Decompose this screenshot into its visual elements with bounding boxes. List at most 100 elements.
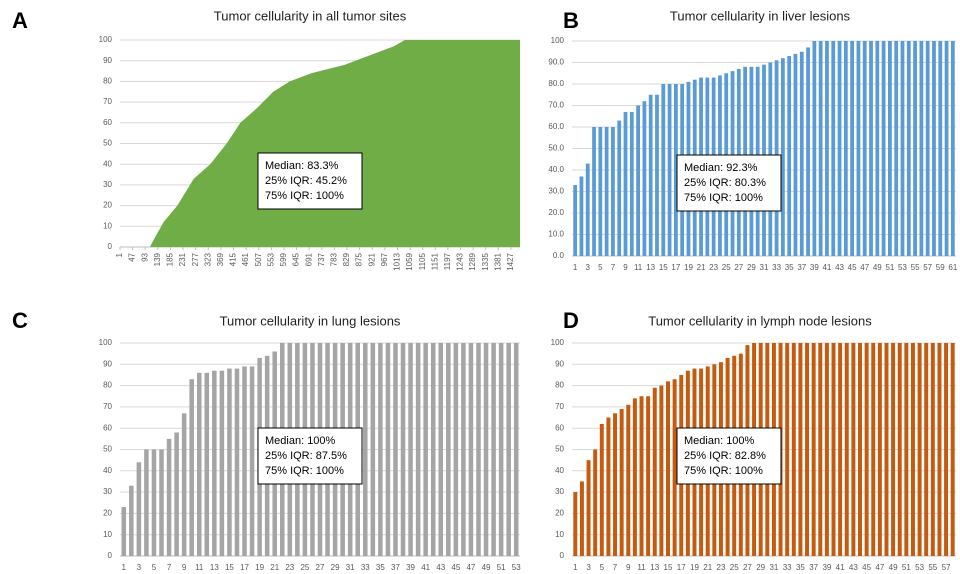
y-tick-label: 0 xyxy=(560,551,565,560)
x-tick-label: 37 xyxy=(809,563,818,572)
x-tick-label: 17 xyxy=(671,263,680,272)
x-tick-label: 39 xyxy=(822,563,831,572)
panel-letter: D xyxy=(563,308,579,333)
y-tick-label: 60.0 xyxy=(548,122,564,131)
x-tick-label: 7 xyxy=(613,563,618,572)
x-tick-label: 1243 xyxy=(456,252,465,270)
x-tick-label: 1105 xyxy=(418,252,427,270)
bar xyxy=(598,127,603,256)
bar xyxy=(910,343,915,556)
x-tick-label: 45 xyxy=(848,263,857,272)
bar xyxy=(400,343,406,556)
bar xyxy=(667,84,672,256)
bar xyxy=(888,41,892,256)
y-tick-label: 30.0 xyxy=(548,187,564,196)
chart-title: Tumor cellularity in lung lesions xyxy=(220,313,401,328)
bar xyxy=(938,41,943,256)
x-tick-label: 323 xyxy=(203,252,212,266)
bar xyxy=(937,343,942,556)
bar xyxy=(626,404,631,556)
bar xyxy=(121,507,127,556)
x-tick-label: 1013 xyxy=(393,252,402,270)
bar xyxy=(843,41,848,256)
bar xyxy=(506,343,511,556)
x-tick-label: 783 xyxy=(330,252,339,266)
y-tick-label: 50 xyxy=(555,445,564,454)
annotation-line: Median: 100% xyxy=(684,435,755,447)
x-tick-label: 37 xyxy=(391,563,400,572)
x-tick-label: 23 xyxy=(709,263,718,272)
y-tick-label: 60 xyxy=(555,423,564,432)
x-tick-label: 967 xyxy=(380,252,389,266)
y-tick-label: 10.0 xyxy=(548,230,564,239)
y-tick-label: 40 xyxy=(103,466,112,475)
bar xyxy=(806,47,810,257)
bar xyxy=(204,372,210,556)
y-tick-label: 100 xyxy=(99,338,113,347)
y-tick-label: 10 xyxy=(555,530,564,539)
bar xyxy=(856,41,861,256)
bar xyxy=(913,41,917,256)
x-tick-label: 9 xyxy=(182,563,187,572)
bar xyxy=(906,41,911,256)
area xyxy=(120,40,520,247)
y-tick-label: 70 xyxy=(103,97,112,106)
bar xyxy=(611,127,615,256)
bar xyxy=(824,343,829,556)
bar xyxy=(897,343,902,556)
bar xyxy=(461,343,466,556)
y-tick-label: 80 xyxy=(103,381,112,390)
x-tick-label: 47 xyxy=(466,563,475,572)
x-tick-label: 55 xyxy=(928,563,937,572)
y-tick-label: 80 xyxy=(555,381,564,390)
x-tick-label: 41 xyxy=(822,263,831,272)
bar xyxy=(666,381,670,556)
x-tick-label: 49 xyxy=(482,563,491,572)
bar xyxy=(639,396,644,556)
bar xyxy=(619,409,624,556)
bar xyxy=(875,41,880,256)
y-tick-label: 80 xyxy=(103,77,112,86)
x-tick-label: 35 xyxy=(376,563,385,572)
y-tick-label: 30 xyxy=(103,487,112,496)
bar xyxy=(513,343,519,556)
x-tick-label: 829 xyxy=(342,252,351,266)
bar xyxy=(904,343,909,556)
x-tick-label: 43 xyxy=(835,263,844,272)
x-tick-label: 39 xyxy=(406,563,415,572)
bar xyxy=(227,368,232,556)
y-tick-label: 50 xyxy=(103,445,112,454)
x-tick-label: 29 xyxy=(756,563,765,572)
bar xyxy=(950,41,955,256)
bar xyxy=(884,343,889,556)
bar xyxy=(646,396,651,556)
bar xyxy=(242,366,247,556)
y-tick-label: 100 xyxy=(551,36,565,45)
bar xyxy=(573,185,578,256)
bar xyxy=(219,370,225,556)
y-tick-label: 30 xyxy=(555,487,564,496)
x-tick-label: 93 xyxy=(140,252,149,261)
y-tick-label: 40 xyxy=(103,159,112,168)
x-tick-label: 33 xyxy=(783,563,792,572)
bar xyxy=(871,343,876,556)
bar xyxy=(850,41,855,256)
bar xyxy=(844,343,849,556)
bar xyxy=(129,485,134,556)
annotation-line: 25% IQR: 80.3% xyxy=(684,177,766,189)
x-tick-label: 31 xyxy=(346,563,355,572)
x-tick-label: 3 xyxy=(137,563,142,572)
x-tick-label: 37 xyxy=(797,263,806,272)
y-tick-label: 100 xyxy=(99,35,113,44)
bar xyxy=(249,366,255,556)
bar xyxy=(586,460,591,556)
annotation-box xyxy=(257,152,363,210)
x-tick-label: 231 xyxy=(178,252,187,266)
bar xyxy=(181,413,187,556)
x-tick-label: 9 xyxy=(623,263,628,272)
x-tick-label: 7 xyxy=(167,563,172,572)
bar xyxy=(196,372,202,556)
bar xyxy=(894,41,899,256)
x-tick-label: 33 xyxy=(361,563,370,572)
